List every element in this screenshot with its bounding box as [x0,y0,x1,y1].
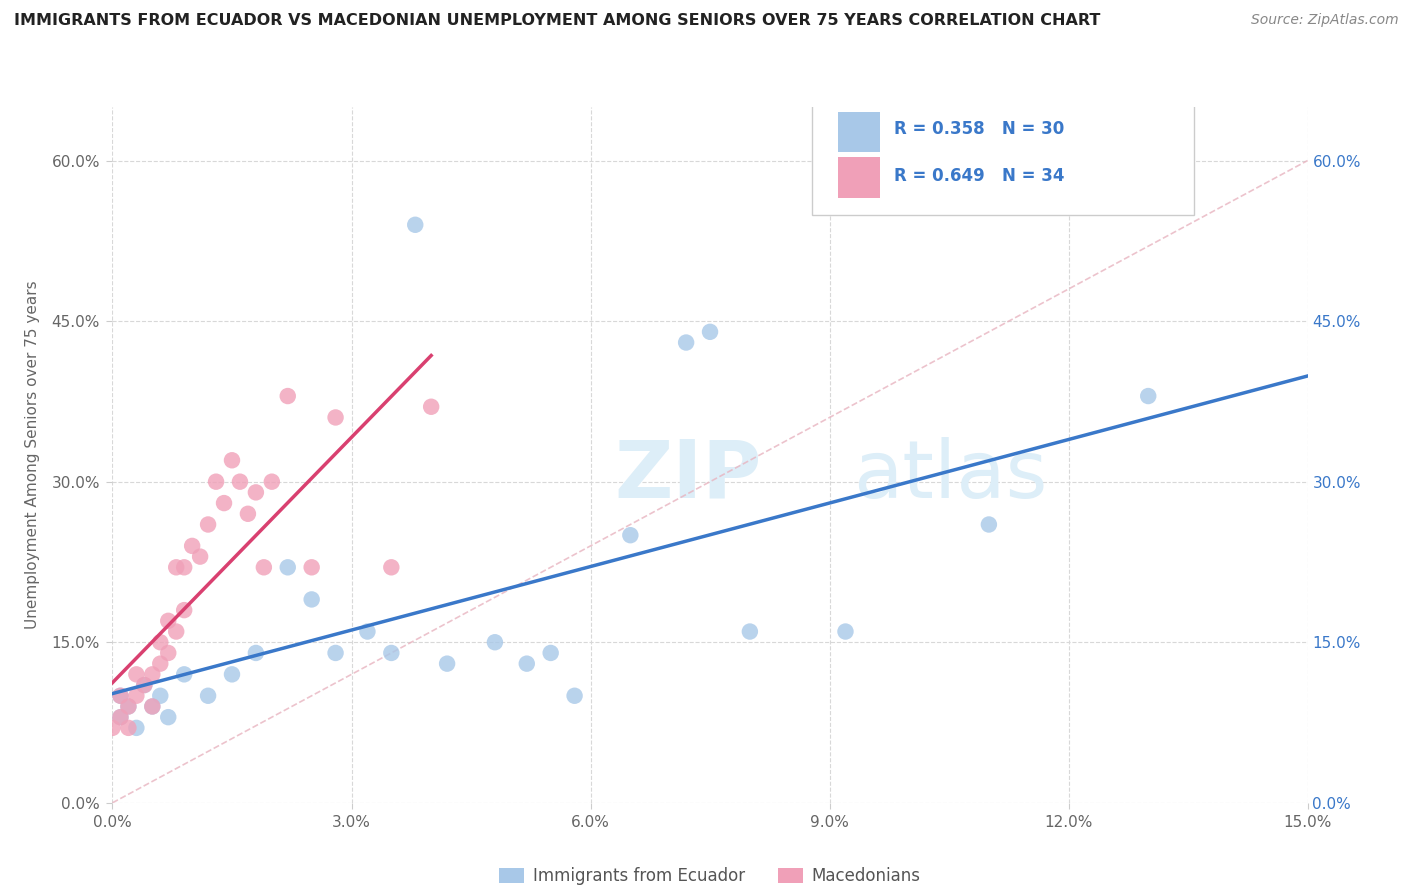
Point [110,689,132,703]
Point [165,624,187,639]
Point [157,710,180,724]
Point [834,624,856,639]
Point [181,539,204,553]
Point [141,699,163,714]
Point [221,453,243,467]
Point [141,667,163,681]
Point [205,475,228,489]
Point [117,721,139,735]
Point [197,517,219,532]
Point [221,667,243,681]
FancyBboxPatch shape [838,158,880,198]
Point [277,560,299,574]
Point [540,646,562,660]
Point [516,657,538,671]
Point [356,624,378,639]
Text: Source: ZipAtlas.com: Source: ZipAtlas.com [1251,13,1399,28]
Point [236,507,259,521]
Point [277,389,299,403]
Point [301,592,323,607]
Text: IMMIGRANTS FROM ECUADOR VS MACEDONIAN UNEMPLOYMENT AMONG SENIORS OVER 75 YEARS C: IMMIGRANTS FROM ECUADOR VS MACEDONIAN UN… [14,13,1101,29]
Point [149,635,172,649]
Point [157,646,180,660]
Point [125,721,148,735]
Point [125,667,148,681]
Point [212,496,235,510]
Y-axis label: Unemployment Among Seniors over 75 years: Unemployment Among Seniors over 75 years [25,281,41,629]
Point [420,400,443,414]
Point [229,475,252,489]
Point [619,528,641,542]
Point [165,560,187,574]
Point [110,689,132,703]
Text: atlas: atlas [853,437,1047,515]
Point [125,689,148,703]
Point [134,678,156,692]
Point [141,699,163,714]
Point [245,485,267,500]
Point [173,603,195,617]
Point [436,657,458,671]
Point [197,689,219,703]
Point [173,667,195,681]
Point [380,646,402,660]
Point [564,689,586,703]
Point [134,678,156,692]
Text: R = 0.649   N = 34: R = 0.649 N = 34 [894,167,1064,185]
Point [1137,389,1160,403]
Point [149,689,172,703]
Point [260,475,283,489]
Point [380,560,402,574]
Point [110,710,132,724]
Point [157,614,180,628]
Point [253,560,276,574]
Point [301,560,323,574]
Text: R = 0.358   N = 30: R = 0.358 N = 30 [894,120,1064,138]
Point [117,699,139,714]
Point [110,710,132,724]
Point [977,517,1000,532]
Point [325,646,347,660]
Point [404,218,426,232]
Point [699,325,721,339]
Point [173,560,195,574]
Point [101,721,124,735]
Legend: Immigrants from Ecuador, Macedonians: Immigrants from Ecuador, Macedonians [499,867,921,885]
FancyBboxPatch shape [811,100,1194,215]
Point [325,410,347,425]
Point [149,657,172,671]
Point [738,624,761,639]
Point [188,549,211,564]
Point [117,699,139,714]
Point [245,646,267,660]
FancyBboxPatch shape [838,112,880,153]
Point [484,635,506,649]
Point [675,335,697,350]
Text: ZIP: ZIP [614,437,762,515]
